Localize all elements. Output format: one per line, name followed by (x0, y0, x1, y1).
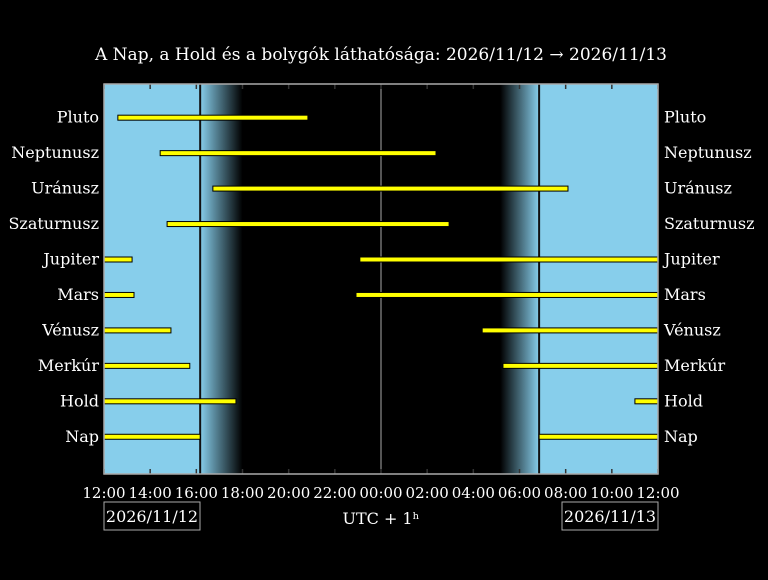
row-label-left: Pluto (57, 108, 99, 127)
visibility-bar-Nap (103, 433, 201, 440)
tick-label: 10:00 (590, 484, 633, 502)
tick-label: 00:00 (359, 484, 402, 502)
row-label-left: Neptunusz (11, 143, 99, 162)
row-label-right: Uránusz (664, 179, 732, 198)
end-date-box (561, 501, 659, 531)
visibility-bar-Mars (103, 291, 135, 298)
day-area-evening (104, 84, 201, 474)
day-area-morning (539, 84, 658, 474)
visibility-bar-Mars (355, 291, 659, 298)
tick-label: 02:00 (406, 484, 449, 502)
row-label-right: Pluto (664, 108, 706, 127)
row-label-left: Uránusz (31, 179, 99, 198)
row-label-left: Hold (60, 391, 99, 410)
x-axis-label: UTC + 1ʰ (342, 509, 419, 528)
visibility-bar-Merkúr (103, 362, 191, 369)
row-label-left: Mars (57, 285, 99, 304)
row-label-right: Merkúr (664, 356, 726, 375)
tick-label: 14:00 (129, 484, 172, 502)
row-label-left: Jupiter (41, 250, 99, 269)
visibility-bar-Hold (634, 398, 659, 405)
visibility-bar-Neptunusz (159, 150, 437, 157)
visibility-bar-Vénusz (103, 327, 172, 334)
row-label-left: Vénusz (41, 320, 99, 339)
dawn-twilight (500, 84, 540, 474)
visibility-bar-Jupiter (359, 256, 659, 263)
visibility-bar-Pluto (117, 114, 309, 121)
tick-label: 04:00 (452, 484, 495, 502)
visibility-bar-Hold (103, 398, 237, 405)
tick-label: 20:00 (267, 484, 310, 502)
dusk-twilight (200, 84, 243, 474)
row-label-right: Vénusz (663, 320, 721, 339)
bars (103, 114, 659, 440)
start-date-box (103, 501, 201, 531)
row-labels: Pluto Pluto Neptunusz Neptunusz Uránusz Uránu… (8, 108, 754, 446)
row-label-left: Nap (65, 427, 99, 446)
plot-frame (103, 83, 659, 475)
daylight-background (104, 84, 658, 474)
x-ticks: 12:00 14:00 16:00 18:00 20:00 22:00 00:00 02:00… (82, 84, 680, 502)
visibility-bar-Szaturnusz (166, 221, 450, 228)
visibility-bar-Uránusz (212, 185, 569, 192)
tick-label: 06:00 (498, 484, 541, 502)
visibility-bar-Vénusz (481, 327, 659, 334)
row-label-right: Neptunusz (664, 143, 752, 162)
row-label-right: Nap (664, 427, 698, 446)
end-date-label: 2026/11/13 (564, 507, 656, 526)
tick-label: 16:00 (175, 484, 218, 502)
start-date-label: 2026/11/12 (106, 507, 198, 526)
row-label-right: Mars (664, 285, 706, 304)
row-label-right: Szaturnusz (664, 214, 755, 233)
row-label-left: Szaturnusz (8, 214, 99, 233)
row-label-right: Hold (664, 391, 703, 410)
chart-title: A Nap, a Hold és a bolygók láthatósága: … (94, 45, 667, 65)
tick-label: 12:00 (636, 484, 679, 502)
visibility-bar-Nap (538, 433, 659, 440)
tick-label: 12:00 (82, 484, 125, 502)
visibility-bar-Jupiter (103, 256, 133, 263)
visibility-bar-Merkúr (502, 362, 659, 369)
tick-label: 22:00 (313, 484, 356, 502)
tick-label: 08:00 (544, 484, 587, 502)
tick-label: 18:00 (221, 484, 264, 502)
row-label-right: Jupiter (662, 250, 720, 269)
row-label-left: Merkúr (38, 356, 100, 375)
